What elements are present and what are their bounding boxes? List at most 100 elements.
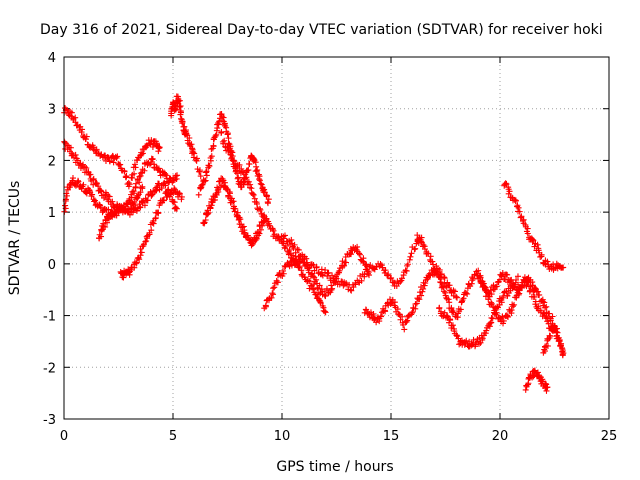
data-point [488, 314, 495, 321]
data-point [433, 265, 440, 272]
data-point [500, 317, 507, 324]
series-track-p [501, 180, 567, 273]
data-point [453, 332, 460, 339]
data-point [221, 120, 228, 127]
data-point [488, 291, 495, 298]
data-point [462, 289, 469, 296]
data-point [503, 181, 510, 188]
data-point [480, 283, 487, 290]
data-point [543, 303, 550, 310]
data-point [455, 335, 462, 342]
data-point [265, 196, 272, 203]
data-point [511, 301, 518, 308]
data-point [208, 153, 215, 160]
data-point [117, 161, 124, 168]
data-point [124, 201, 131, 208]
data-point [142, 238, 149, 245]
data-point [544, 384, 551, 391]
data-point [386, 296, 393, 303]
data-point [90, 175, 97, 182]
data-point [198, 184, 205, 191]
data-point [438, 279, 445, 286]
data-point [270, 285, 277, 292]
data-point [329, 285, 336, 292]
data-point [447, 317, 454, 324]
data-point [429, 258, 436, 265]
data-point [524, 230, 531, 237]
data-point [538, 251, 545, 258]
data-point [403, 318, 410, 325]
data-point [493, 283, 500, 290]
data-point [72, 119, 79, 126]
data-point [97, 187, 104, 194]
data-point [136, 256, 143, 263]
data-point [62, 202, 69, 209]
data-point [86, 171, 93, 178]
data-point [126, 211, 133, 218]
data-point [451, 288, 458, 295]
data-point [362, 306, 369, 313]
data-point [529, 236, 536, 243]
data-point [179, 118, 186, 125]
data-point [382, 308, 389, 315]
data-point [532, 298, 539, 305]
data-point [237, 216, 244, 223]
data-point [464, 290, 471, 297]
data-point [541, 299, 548, 306]
data-point [440, 283, 447, 290]
data-point [195, 191, 202, 198]
data-point [257, 180, 264, 187]
data-point [131, 170, 138, 177]
data-point [453, 293, 460, 300]
series-track-e [117, 185, 185, 281]
data-point [220, 114, 227, 121]
data-point [442, 289, 449, 296]
data-point [97, 187, 104, 194]
data-point [430, 261, 437, 268]
data-point [542, 304, 549, 311]
data-point [436, 266, 443, 273]
data-point [404, 261, 411, 268]
data-point [409, 309, 416, 316]
data-points [61, 93, 567, 394]
data-point [147, 140, 154, 147]
data-point [535, 303, 542, 310]
data-point [298, 267, 305, 274]
data-point [202, 177, 209, 184]
data-point [199, 181, 206, 188]
data-point [106, 158, 113, 165]
data-point [147, 159, 154, 166]
data-point [506, 188, 513, 195]
data-point [172, 172, 179, 179]
data-point [133, 259, 140, 266]
data-point [190, 149, 197, 156]
data-point [171, 185, 178, 192]
data-point [256, 230, 263, 237]
data-point [218, 111, 225, 118]
data-point [291, 241, 298, 248]
data-point [412, 301, 419, 308]
data-point [137, 204, 144, 211]
data-point [388, 274, 395, 281]
data-point [397, 316, 404, 323]
data-point [371, 314, 378, 321]
data-point [225, 135, 232, 142]
data-point [294, 246, 301, 253]
data-point [530, 237, 537, 244]
data-point [509, 303, 516, 310]
data-point [170, 177, 177, 184]
data-point [422, 280, 429, 287]
data-point [472, 341, 479, 348]
axis-ticks: 0 5 10 15 20 25 -3 -2 -1 0 1 2 3 4 [43, 51, 617, 444]
data-point [280, 235, 287, 242]
data-point [162, 182, 169, 189]
data-point [446, 299, 453, 306]
data-point [137, 252, 144, 259]
series-track-q [522, 367, 551, 394]
data-point [234, 175, 241, 182]
data-point [98, 233, 105, 240]
data-point [123, 173, 130, 180]
data-point [408, 250, 415, 257]
data-point [263, 192, 270, 199]
y-tick-label: 2 [48, 154, 56, 169]
